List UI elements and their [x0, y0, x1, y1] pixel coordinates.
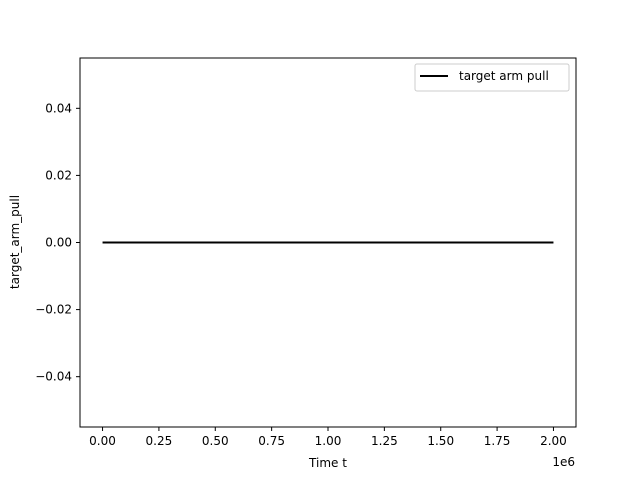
x-tick-label: 1.50 — [427, 434, 454, 448]
y-axis-ticks: 0.04 0.02 0.00 −0.02 −0.04 — [35, 101, 80, 384]
y-tick-label: 0.02 — [45, 168, 72, 182]
x-tick-label: 0.75 — [258, 434, 285, 448]
y-tick-label: 0.00 — [45, 236, 72, 250]
x-tick-label: 0.25 — [146, 434, 173, 448]
legend-box — [414, 63, 570, 92]
plot-frame — [79, 57, 577, 428]
legend: target arm pull — [414, 63, 570, 92]
x-tick-label: 0.50 — [202, 434, 229, 448]
y-tick-label: 0.04 — [45, 101, 72, 115]
x-axis-ticks: 0.00 0.25 0.50 0.75 1.00 1.25 1.50 1.75 2.00 — [89, 427, 567, 448]
x-tick-label: 1.00 — [315, 434, 342, 448]
x-tick-label: 0.00 — [89, 434, 116, 448]
x-axis-offset-label: 1e6 — [552, 455, 575, 469]
x-tick-label: 1.75 — [484, 434, 511, 448]
y-axis-label: target_arm_pull — [8, 195, 22, 289]
x-axis-label: Time t — [308, 456, 347, 470]
y-tick-label: −0.04 — [35, 370, 72, 384]
legend-label: target arm pull — [459, 69, 549, 83]
x-tick-label: 1.25 — [371, 434, 398, 448]
x-tick-label: 2.00 — [540, 434, 567, 448]
y-tick-label: −0.02 — [35, 303, 72, 317]
